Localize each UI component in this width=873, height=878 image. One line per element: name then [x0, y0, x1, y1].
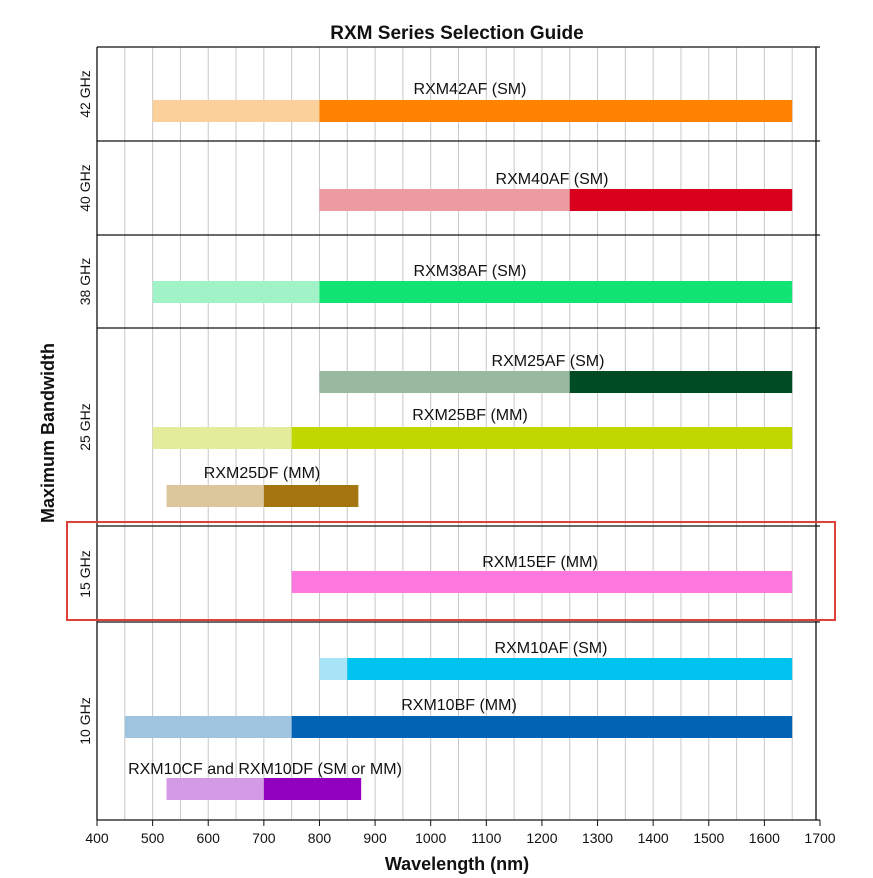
band-label: 42 GHz	[77, 70, 93, 117]
tick-label: 1700	[804, 830, 835, 846]
bar-primary-range	[263, 485, 359, 507]
tick-label: 1000	[415, 830, 446, 846]
bar-label: RXM38AF (SM)	[414, 263, 527, 280]
bandwidth-bands: 42 GHz 40 GHz 38 GHz 25 GHz 15 GHz 10 GHz	[77, 46, 820, 821]
bar-extended-range	[319, 189, 570, 211]
tick-label: 900	[363, 830, 387, 846]
tick-label: 700	[252, 830, 276, 846]
bar-extended-range	[152, 281, 320, 303]
bar-label: RXM42AF (SM)	[414, 81, 527, 98]
bar-label: RXM25DF (MM)	[204, 465, 320, 482]
bar-primary-range	[347, 658, 793, 680]
band-label: 10 GHz	[77, 697, 93, 744]
tick-label: 1500	[693, 830, 724, 846]
bar-label: RXM10CF and RXM10DF (SM or MM)	[128, 761, 402, 778]
tick-label: 1200	[526, 830, 557, 846]
band-label: 15 GHz	[77, 550, 93, 597]
x-axis-label: Wavelength (nm)	[385, 854, 529, 874]
tick-label: 800	[308, 830, 332, 846]
bar-label: RXM25AF (SM)	[492, 353, 605, 370]
chart-title: RXM Series Selection Guide	[330, 23, 583, 44]
bar-extended-range	[152, 427, 292, 449]
bar-label: RXM25BF (MM)	[412, 407, 528, 424]
tick-label: 1300	[582, 830, 613, 846]
band-label: 38 GHz	[77, 258, 93, 305]
bar-label: RXM15EF (MM)	[482, 554, 598, 571]
band-label: 40 GHz	[77, 164, 93, 211]
tick-label: 1600	[749, 830, 780, 846]
bar-label: RXM10AF (SM)	[495, 640, 608, 657]
highlight-frame	[66, 521, 836, 621]
bar-extended-range	[166, 778, 264, 800]
bar-extended-range	[166, 485, 264, 507]
wavelength-bars: RXM42AF (SM) RXM40AF (SM) RXM38AF (SM) RXM2…	[124, 81, 793, 800]
bar-primary-range	[569, 371, 793, 393]
bar-label: RXM40AF (SM)	[496, 171, 609, 188]
tick-label: 1400	[638, 830, 669, 846]
tick-label: 400	[85, 830, 109, 846]
tick-label: 1100	[471, 830, 501, 846]
bar-label: RXM10BF (MM)	[401, 697, 517, 714]
tick-label: 600	[197, 830, 221, 846]
bar-primary-range	[319, 100, 793, 122]
x-axis: 400 500 600 700 800 900 1000 1100 1200 1300 1400 15…	[85, 820, 836, 846]
bar-extended-range	[319, 658, 348, 680]
bar-primary-range	[291, 571, 793, 593]
tick-label: 500	[141, 830, 165, 846]
band-label: 25 GHz	[77, 403, 93, 450]
bar-primary-range	[319, 281, 793, 303]
bar-primary-range	[263, 778, 362, 800]
bar-extended-range	[319, 371, 570, 393]
bar-extended-range	[124, 716, 292, 738]
bar-extended-range	[152, 100, 320, 122]
bar-primary-range	[291, 427, 793, 449]
bar-primary-range	[291, 716, 793, 738]
bar-primary-range	[569, 189, 793, 211]
y-axis-label: Maximum Bandwidth	[38, 343, 58, 523]
